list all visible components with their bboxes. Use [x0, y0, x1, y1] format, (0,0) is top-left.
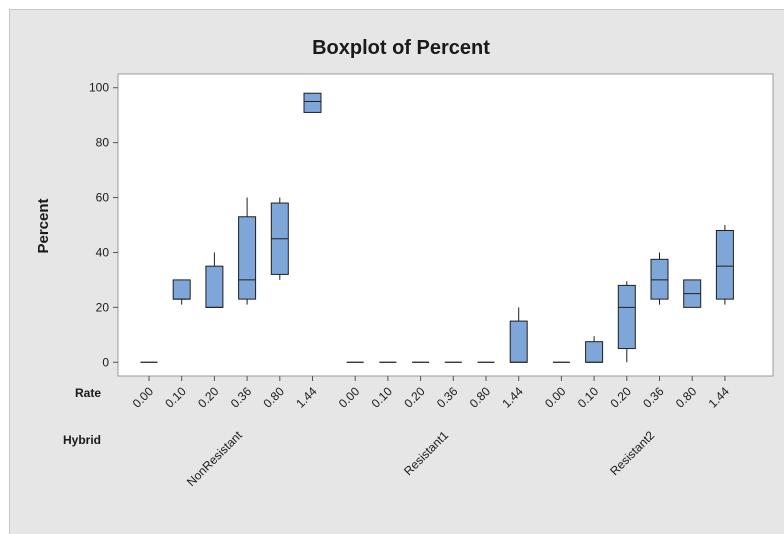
rate-tick-label: 1.44: [706, 384, 733, 411]
rate-tick-label: 0.80: [467, 384, 494, 411]
rate-tick-label: 0.10: [575, 384, 602, 411]
y-tick-label: 100: [89, 81, 109, 95]
hybrid-tick-label: Resistant1: [401, 428, 451, 478]
y-tick-label: 60: [96, 191, 110, 205]
rate-tick-label: 0.00: [542, 384, 569, 411]
rate-tick-label: 0.80: [261, 384, 288, 411]
box-body: [585, 341, 604, 363]
rate-tick-label: 0.80: [673, 384, 700, 411]
box-body: [172, 279, 191, 300]
rate-factor-label: Rate: [75, 386, 101, 400]
rate-tick-label: 0.20: [608, 384, 635, 411]
rate-tick-label: 1.44: [293, 384, 320, 411]
box-body: [509, 320, 528, 363]
chart-title: Boxplot of Percent: [312, 37, 490, 59]
box-series: [140, 92, 734, 363]
y-tick-label: 0: [102, 355, 109, 369]
box-body: [205, 265, 224, 308]
rate-tick-label: 0.00: [130, 384, 157, 411]
y-axis-label: Percent: [35, 198, 52, 253]
rate-tick-label: 1.44: [499, 384, 526, 411]
rate-tick-labels: 0.00 0.10 0.20 0.36 0.80 1.44 0.00 0.10 0.20 0.36…: [130, 376, 733, 411]
rate-tick-label: 0.20: [401, 384, 428, 411]
hybrid-tick-label: Resistant2: [607, 428, 657, 478]
rate-tick-label: 0.36: [228, 384, 255, 411]
hybrid-factor-label: Hybrid: [63, 433, 101, 447]
box-body: [617, 284, 636, 350]
chart-background: Boxplot of Percent 0 20 40 60 80 100 Percent …: [9, 9, 784, 534]
hybrid-tick-labels: NonResistant Resistant1 Resistant2: [184, 428, 657, 489]
rate-tick-label: 0.36: [640, 384, 667, 411]
rate-tick-label: 0.36: [434, 384, 461, 411]
box-body: [303, 92, 322, 113]
y-tick-label: 20: [96, 300, 110, 314]
rate-tick-label: 0.10: [162, 384, 189, 411]
plot-area: [117, 73, 774, 377]
rate-tick-label: 0.20: [195, 384, 222, 411]
rate-tick-label: 0.00: [336, 384, 363, 411]
y-tick-label: 80: [96, 136, 110, 150]
box-body: [238, 216, 257, 300]
y-tick-label: 40: [96, 245, 110, 259]
rate-tick-label: 0.10: [369, 384, 396, 411]
box-body: [715, 229, 734, 300]
hybrid-tick-label: NonResistant: [184, 428, 245, 489]
box-body: [650, 258, 669, 300]
y-axis: 0 20 40 60 80 100: [89, 81, 118, 369]
